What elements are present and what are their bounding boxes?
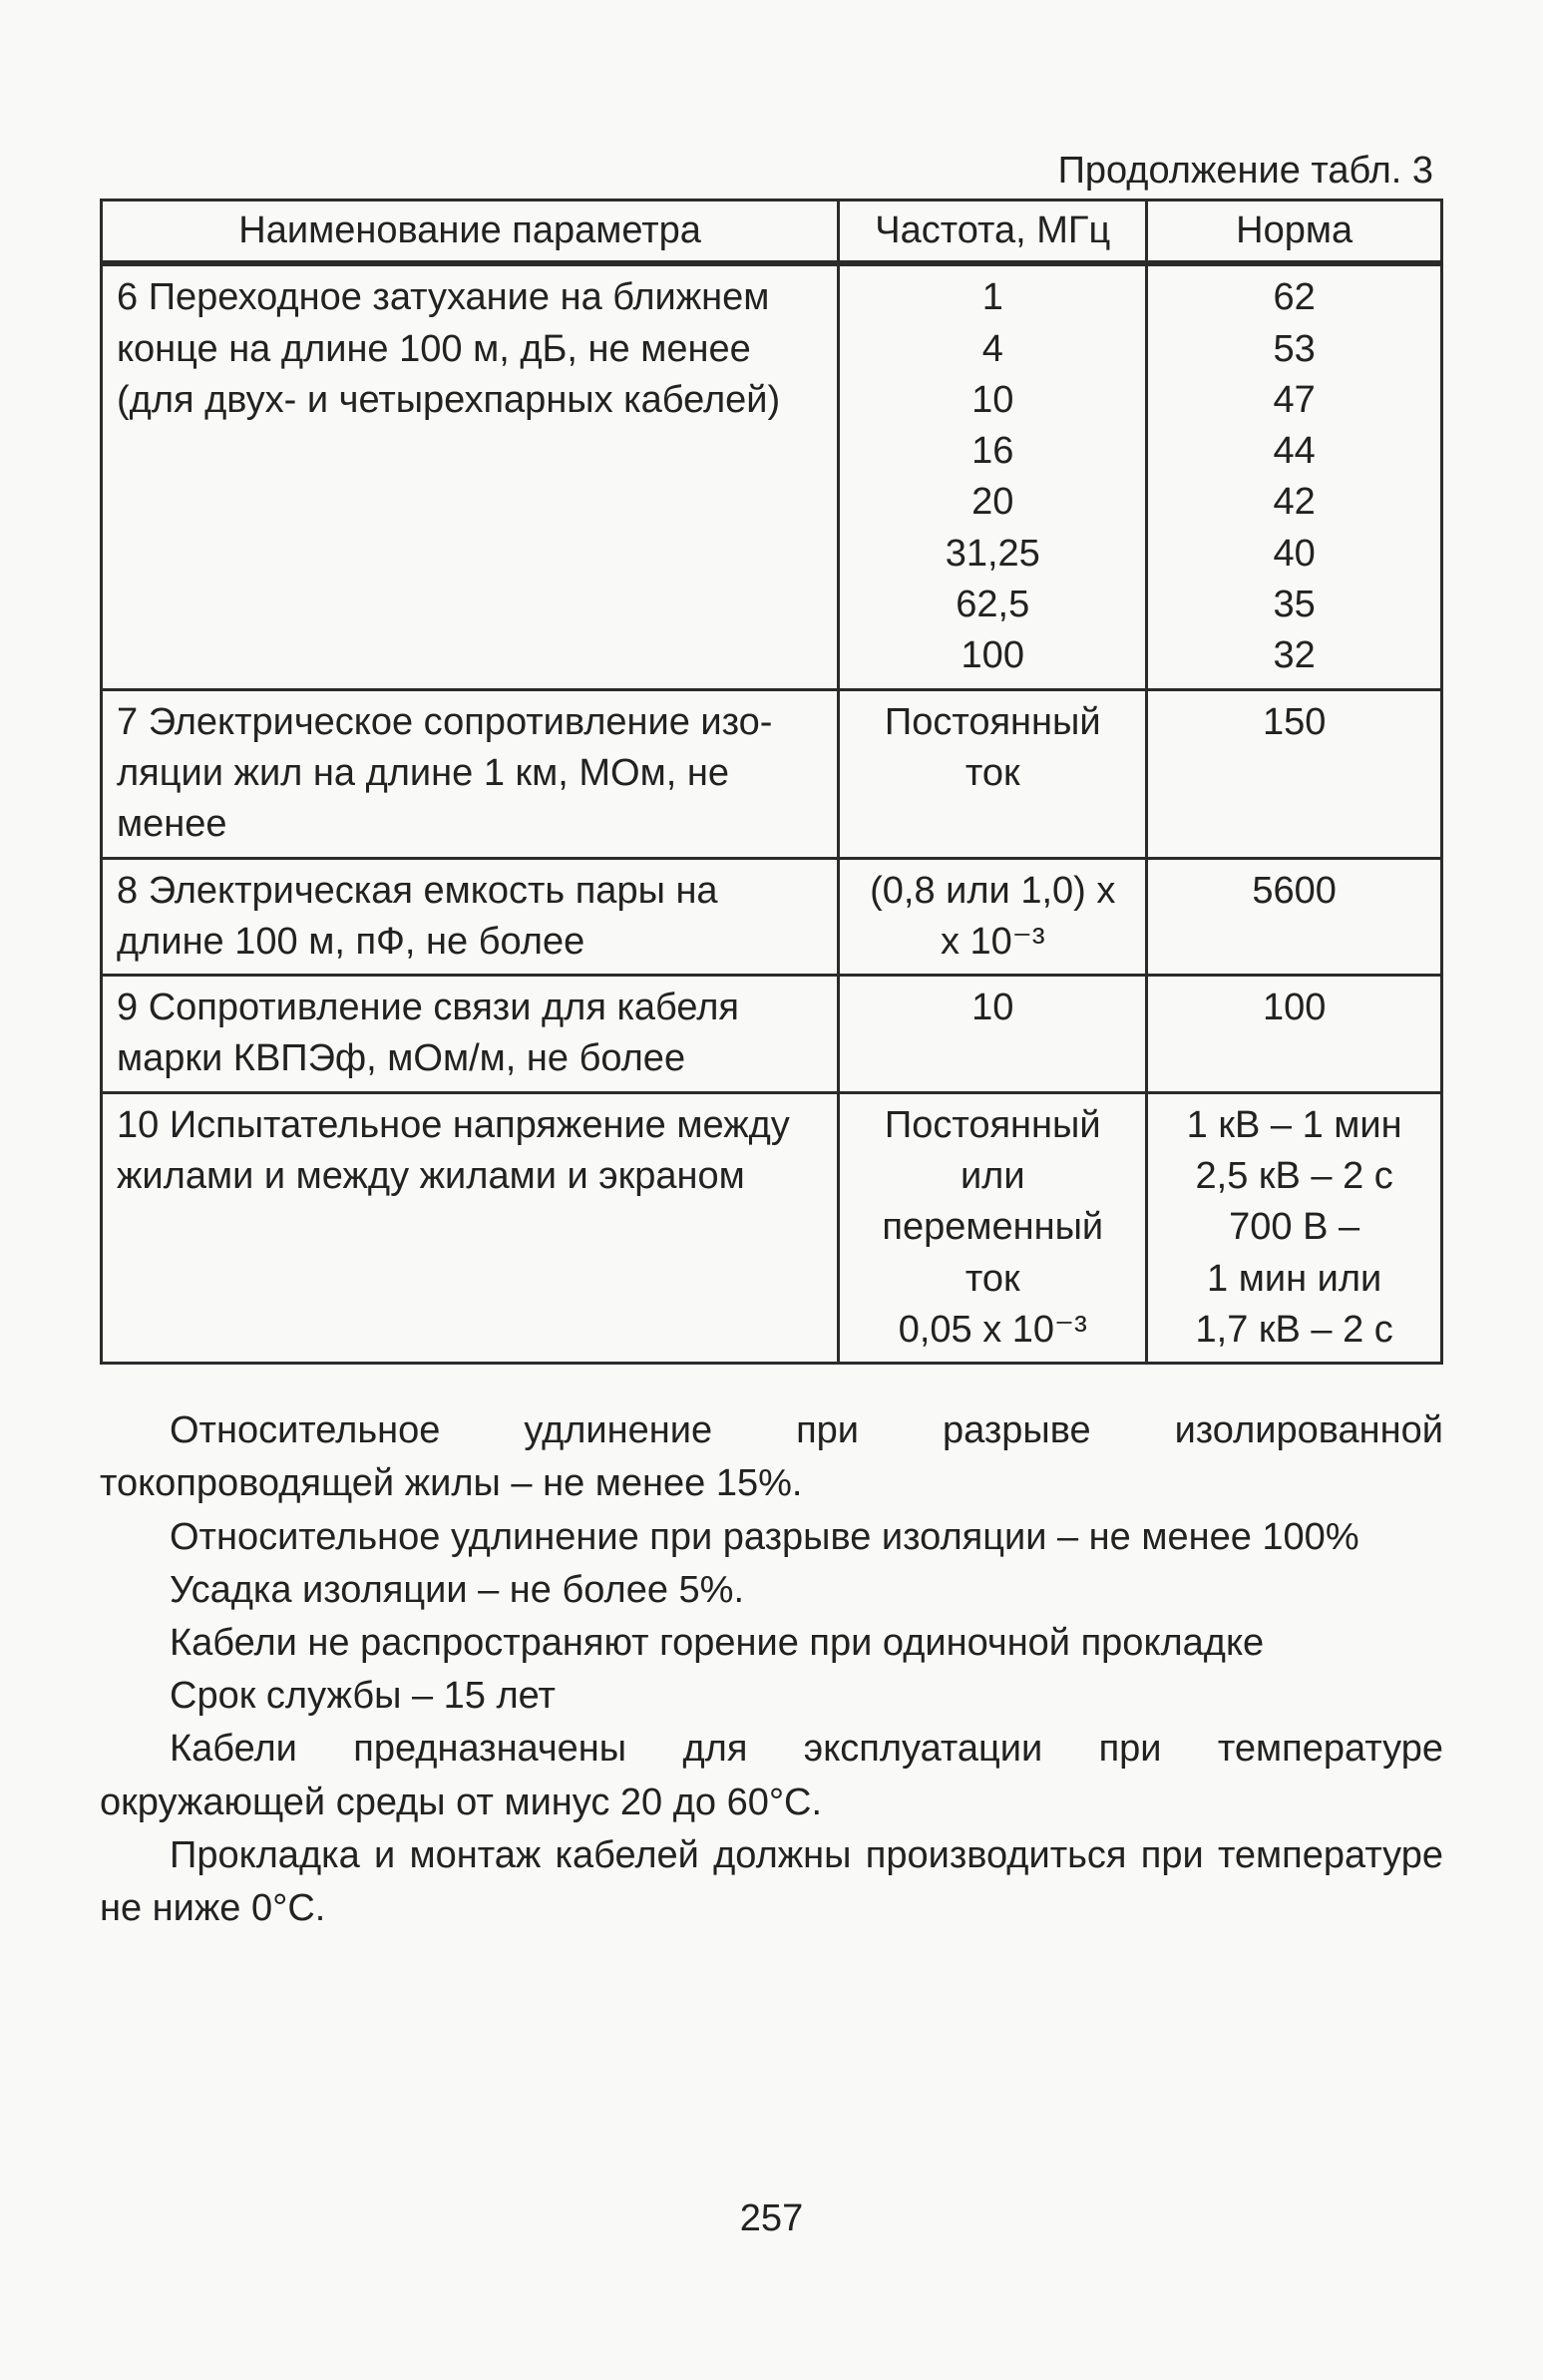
table-row: 9 Сопротивление связи для кабеля марки К… bbox=[102, 976, 1442, 1093]
parameters-table: Наименование параметра Частота, МГц Норм… bbox=[100, 198, 1443, 1365]
body-paragraph: Прокладка и монтаж кабелей должны произв… bbox=[100, 1829, 1443, 1935]
cell-freq: 10 bbox=[839, 976, 1147, 1093]
table-row: 7 Электрическое сопротивление изо­ляции … bbox=[102, 689, 1442, 858]
table-row: 10 Испытательное напряжение меж­ду жилам… bbox=[102, 1092, 1442, 1363]
body-paragraph: Усадка изоляции – не более 5%. bbox=[100, 1564, 1443, 1617]
col-header-freq: Частота, МГц bbox=[839, 200, 1147, 264]
col-header-param: Наименование параметра bbox=[102, 200, 839, 264]
cell-param: 7 Электрическое сопротивление изо­ляции … bbox=[102, 689, 839, 858]
table-header-row: Наименование параметра Частота, МГц Норм… bbox=[102, 200, 1442, 264]
table-body: 6 Переходное затухание на ближнем конце … bbox=[102, 263, 1442, 1363]
cell-freq: Постоянныйток bbox=[839, 689, 1147, 858]
cell-freq: 1410162031,2562,5100 bbox=[839, 263, 1147, 689]
page-number: 257 bbox=[0, 2197, 1543, 2240]
cell-param: 10 Испытательное напряжение меж­ду жилам… bbox=[102, 1092, 839, 1363]
body-paragraph: Срок службы – 15 лет bbox=[100, 1670, 1443, 1723]
table-caption: Продолжение табл. 3 bbox=[100, 150, 1433, 193]
cell-param: 9 Сопротивление связи для кабеля марки К… bbox=[102, 976, 839, 1093]
cell-norm: 1 кВ – 1 мин2,5 кВ – 2 с700 В –1 мин или… bbox=[1147, 1092, 1442, 1363]
body-paragraph: Кабели не распространяют горение при оди… bbox=[100, 1617, 1443, 1670]
cell-freq: (0,8 или 1,0) xx 10⁻³ bbox=[839, 858, 1147, 976]
table-row: 6 Переходное затухание на ближнем конце … bbox=[102, 263, 1442, 689]
cell-param: 8 Электрическая емкость пары на длине 10… bbox=[102, 858, 839, 976]
cell-norm: 6253474442403532 bbox=[1147, 263, 1442, 689]
page: Продолжение табл. 3 Наименование парамет… bbox=[0, 0, 1543, 2380]
body-paragraph: Кабели предназначены для эксплуатации пр… bbox=[100, 1723, 1443, 1828]
col-header-norm: Норма bbox=[1147, 200, 1442, 264]
body-text: Относительное удлинение при разрыве изол… bbox=[100, 1404, 1443, 1935]
body-paragraph: Относительное удлинение при разрыве изол… bbox=[100, 1404, 1443, 1510]
cell-norm: 5600 bbox=[1147, 858, 1442, 976]
cell-norm: 150 bbox=[1147, 689, 1442, 858]
cell-freq: Постоянныйилипеременныйток0,05 x 10⁻³ bbox=[839, 1092, 1147, 1363]
cell-norm: 100 bbox=[1147, 976, 1442, 1093]
table-row: 8 Электрическая емкость пары на длине 10… bbox=[102, 858, 1442, 976]
body-paragraph: Относительное удлинение при разрыве изол… bbox=[100, 1511, 1443, 1564]
cell-param: 6 Переходное затухание на ближнем конце … bbox=[102, 263, 839, 689]
